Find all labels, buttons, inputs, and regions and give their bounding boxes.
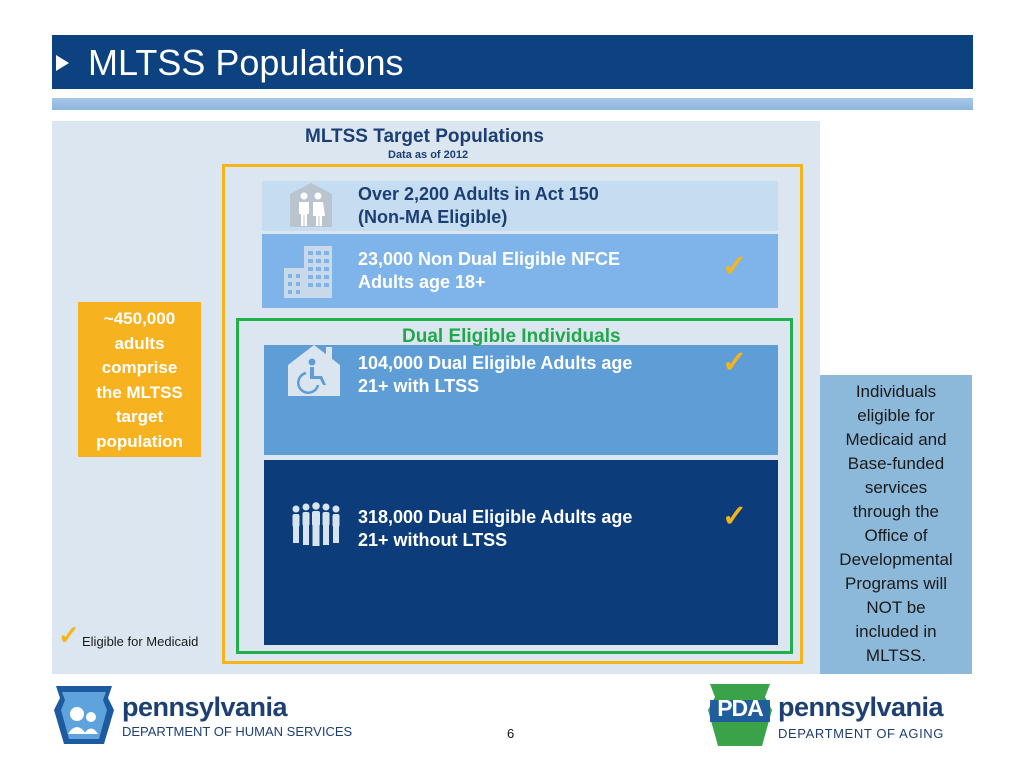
couple-icon	[290, 183, 332, 227]
mltss-target-frame	[222, 164, 803, 664]
ltss-line2: 21+ with LTSS	[358, 376, 480, 396]
callout-line: ~450,000	[103, 309, 176, 328]
side-note-line: Office of	[864, 526, 928, 545]
aging-logo-wordmark: pennsylvania	[778, 692, 944, 722]
side-note-text: Individuals eligible for Medicaid and Ba…	[820, 380, 972, 668]
side-note-line: Base-funded	[847, 454, 945, 473]
side-note-line: Medicaid and	[845, 430, 947, 449]
side-note-line: MLTSS.	[865, 646, 927, 665]
title-divider	[52, 98, 973, 110]
wheelchair-house-icon	[288, 345, 340, 396]
target-population-callout	[78, 302, 201, 457]
pda-keystone-logo-icon	[708, 684, 772, 746]
dual-eligible-frame	[236, 318, 793, 654]
legend-label: Eligible for Medicaid	[82, 634, 199, 649]
title-bar	[52, 35, 973, 89]
callout-line: target	[115, 407, 164, 426]
no-ltss-box	[264, 460, 778, 645]
ltss-box	[264, 345, 778, 455]
pa-keystone-logo-icon	[54, 686, 114, 744]
pda-badge-text: PDA	[717, 695, 764, 721]
nfce-line1: 23,000 Non Dual Eligible NFCE	[358, 249, 621, 269]
act150-line2: (Non-MA Eligible)	[358, 207, 508, 227]
nfce-line2: Adults age 18+	[358, 272, 486, 292]
building-icon	[284, 246, 332, 298]
callout-line: the MLTSS	[96, 382, 183, 402]
dhs-logo-department: DEPARTMENT OF HUMAN SERVICES	[122, 724, 353, 739]
side-note-line: through the	[852, 502, 939, 521]
side-note-line: included in	[855, 622, 937, 641]
act150-line1: Over 2,200 Adults in Act 150	[358, 184, 599, 204]
no-ltss-line1: 318,000 Dual Eligible Adults age	[358, 507, 633, 527]
panel-subtitle: Data as of 2012	[388, 149, 469, 161]
act150-label: Over 2,200 Adults in Act 150 (Non-MA Eli…	[358, 183, 599, 229]
no-ltss-eligible-check-icon: ✓	[722, 500, 748, 533]
page-number: 6	[507, 726, 515, 741]
side-note-line: NOT be	[866, 598, 926, 617]
legend-check-icon: ✓	[58, 620, 80, 650]
nfce-eligible-check-icon: ✓	[722, 250, 748, 283]
slide-title: MLTSS Populations	[88, 42, 404, 83]
callout-line: population	[96, 431, 183, 451]
ltss-eligible-check-icon: ✓	[722, 346, 748, 379]
side-note-line: Developmental	[839, 550, 953, 569]
callout-line: adults	[114, 333, 165, 353]
act150-box	[262, 181, 778, 231]
side-note-line: Individuals	[855, 382, 937, 401]
side-note-line: services	[864, 478, 928, 497]
panel-title: MLTSS Target Populations	[305, 126, 544, 147]
no-ltss-line2: 21+ without LTSS	[358, 530, 508, 550]
dhs-logo-wordmark: pennsylvania	[122, 692, 288, 722]
ltss-line1: 104,000 Dual Eligible Adults age	[358, 353, 633, 373]
ltss-label: 104,000 Dual Eligible Adults age 21+ wit…	[358, 352, 632, 398]
aging-logo-department: DEPARTMENT OF AGING	[778, 726, 944, 741]
nfce-box	[262, 234, 778, 308]
side-note-line: Programs will	[844, 574, 948, 593]
dual-eligible-label: Dual Eligible Individuals	[402, 326, 621, 347]
callout-line: comprise	[101, 358, 178, 377]
group-people-icon	[292, 502, 340, 546]
target-population-text: ~450,000 adults comprise the MLTSS targe…	[78, 307, 201, 454]
side-note-box	[820, 375, 972, 674]
title-bullet-icon	[56, 55, 69, 71]
side-note-line: eligible for	[857, 406, 935, 425]
no-ltss-label: 318,000 Dual Eligible Adults age 21+ wit…	[358, 506, 632, 552]
nfce-label: 23,000 Non Dual Eligible NFCE Adults age…	[358, 248, 620, 294]
